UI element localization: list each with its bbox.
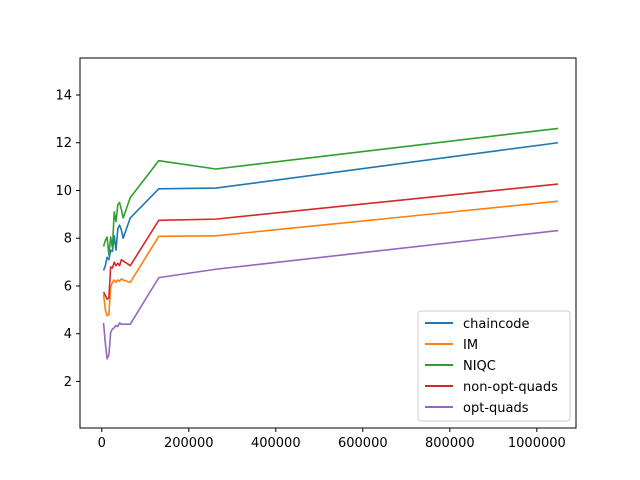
x-tick-label: 1000000	[508, 436, 566, 451]
y-tick-label: 10	[55, 184, 72, 199]
x-tick-label: 800000	[425, 436, 475, 451]
legend-label-chaincode: chaincode	[463, 317, 530, 332]
series-line-niqc	[102, 127, 559, 256]
y-tick-label: 12	[55, 136, 72, 151]
legend-label-opt-quads: opt-quads	[463, 401, 529, 416]
legend-label-non-opt-quads: non-opt-quads	[463, 380, 558, 395]
legend-label-im: IM	[463, 338, 478, 353]
series-layer	[102, 127, 559, 360]
series-line-non-opt-quads	[102, 183, 559, 300]
series-line-chaincode	[102, 141, 559, 271]
axes-frame	[79, 57, 577, 429]
y-axis: 2 4 6 8 10 12 14	[55, 89, 80, 390]
y-tick-label: 14	[55, 89, 72, 104]
y-tick-label: 2	[64, 375, 72, 390]
legend-label-niqc: NIQC	[463, 359, 496, 374]
x-tick-label: 600000	[338, 436, 388, 451]
y-tick-label: 4	[64, 327, 72, 342]
series-line-im	[102, 200, 559, 317]
x-tick-label: 400000	[251, 436, 301, 451]
x-axis: 0 200000 400000 600000 800000 1000000	[98, 428, 566, 451]
series-line-opt-quads	[102, 229, 559, 360]
legend-box	[417, 310, 571, 422]
x-tick-label: 0	[98, 436, 106, 451]
y-tick-label: 6	[64, 279, 72, 294]
legend: chaincode IM NIQC non-opt-quads opt-quad…	[417, 310, 571, 422]
y-tick-label: 8	[64, 232, 72, 247]
x-tick-label: 200000	[164, 436, 214, 451]
